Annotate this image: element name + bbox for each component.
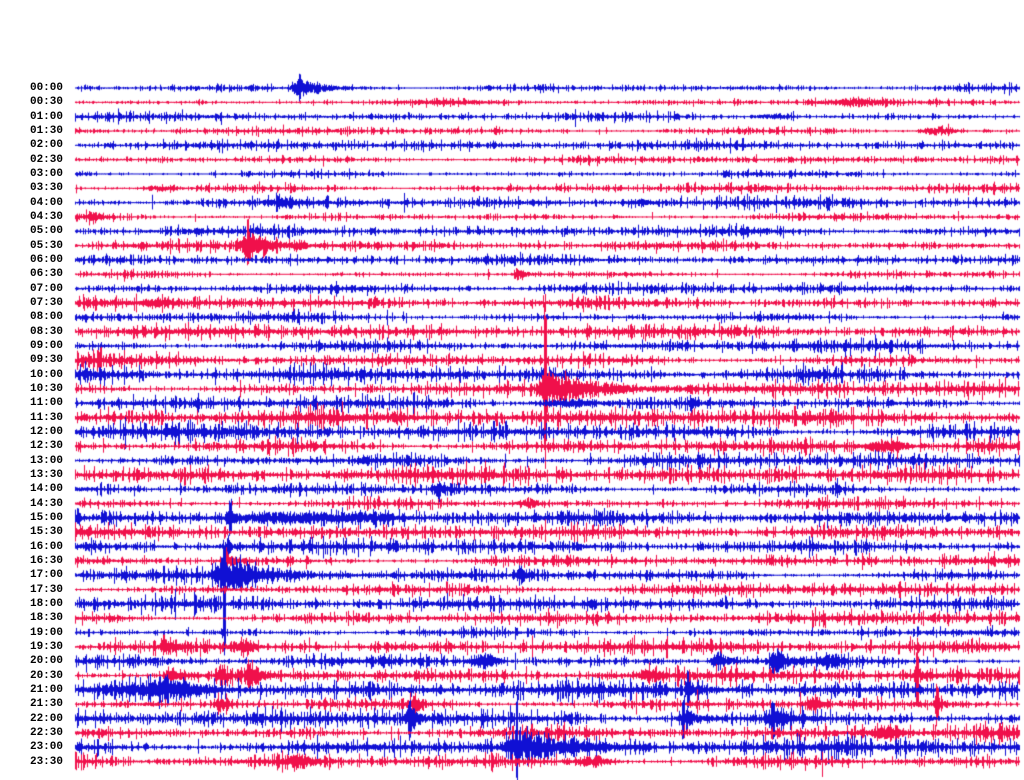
time-label-1500: 15:00 <box>29 511 63 524</box>
time-label-2100: 21:00 <box>29 683 63 696</box>
time-label-0400: 04:00 <box>29 196 63 209</box>
time-label-0000: 00:00 <box>29 82 63 94</box>
time-label-0800: 08:00 <box>29 311 63 324</box>
time-label-0700: 07:00 <box>29 282 63 295</box>
time-label-1700: 17:00 <box>29 569 63 582</box>
time-label-0130: 01:30 <box>29 124 63 137</box>
time-label-2030: 20:30 <box>29 669 63 682</box>
time-label-2200: 22:00 <box>29 712 63 725</box>
time-label-1600: 16:00 <box>29 540 63 553</box>
time-label-1730: 17:30 <box>29 583 63 596</box>
time-label-1400: 14:00 <box>29 483 63 496</box>
time-label-2130: 21:30 <box>29 698 63 711</box>
time-label-1630: 16:30 <box>29 554 63 567</box>
time-label-1330: 13:30 <box>29 468 63 481</box>
time-label-2300: 23:00 <box>29 741 63 754</box>
time-label-0830: 08:30 <box>29 325 63 338</box>
time-label-1430: 14:30 <box>29 497 63 510</box>
time-label-1000: 10:00 <box>29 368 63 381</box>
time-label-0300: 03:00 <box>29 167 63 180</box>
time-label-0330: 03:30 <box>29 182 63 195</box>
time-label-1300: 13:00 <box>29 454 63 467</box>
time-label-1900: 19:00 <box>29 626 63 639</box>
time-label-0600: 06:00 <box>29 253 63 266</box>
time-label-0500: 05:00 <box>29 225 63 238</box>
time-label-2330: 23:30 <box>29 755 63 768</box>
time-label-0730: 07:30 <box>29 296 63 309</box>
time-label-1530: 15:30 <box>29 526 63 539</box>
time-label-1230: 12:30 <box>29 440 63 453</box>
time-label-0530: 05:30 <box>29 239 63 252</box>
time-label-1930: 19:30 <box>29 640 63 653</box>
time-label-1100: 11:00 <box>29 397 63 410</box>
time-label-0900: 09:00 <box>29 339 63 352</box>
time-label-1130: 11:30 <box>29 411 63 424</box>
time-label-0230: 02:30 <box>29 153 63 166</box>
time-label-2230: 22:30 <box>29 726 63 739</box>
time-label-0030: 00:30 <box>29 96 63 109</box>
time-label-0630: 06:30 <box>29 268 63 281</box>
time-label-0200: 02:00 <box>29 139 63 152</box>
time-label-1030: 10:30 <box>29 382 63 395</box>
time-label-0100: 01:00 <box>29 110 63 123</box>
time-label-1200: 12:00 <box>29 425 63 438</box>
time-label-1800: 18:00 <box>29 597 63 610</box>
time-label-0930: 09:30 <box>29 354 63 367</box>
time-label-1830: 18:30 <box>29 612 63 625</box>
time-label-0430: 04:30 <box>29 210 63 223</box>
time-label-2000: 20:00 <box>29 655 63 668</box>
